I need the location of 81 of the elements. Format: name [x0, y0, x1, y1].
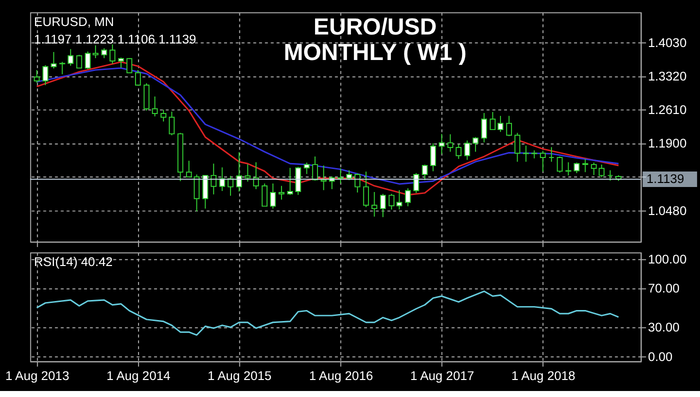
- candlestick: [118, 57, 124, 68]
- candlestick: [202, 174, 208, 210]
- ref-line-label: 1.1139: [646, 172, 684, 186]
- candlestick: [144, 82, 150, 112]
- line-series: [36, 290, 620, 336]
- x-tick-label: 1 Aug 2015: [208, 369, 272, 384]
- candlestick: [472, 136, 478, 152]
- candlestick: [304, 162, 310, 175]
- candlestick: [548, 146, 554, 162]
- candlestick: [68, 48, 74, 66]
- candlestick: [490, 112, 496, 131]
- candlestick: [430, 142, 436, 172]
- candlestick: [523, 145, 529, 162]
- candlestick: [244, 164, 251, 182]
- candlestick: [135, 69, 141, 86]
- candlestick: [498, 115, 504, 132]
- candlestick: [228, 175, 234, 196]
- annotation: 1.1197 1.1223 1.1106 1.1139: [34, 32, 196, 46]
- candlestick: [110, 44, 116, 64]
- candlestick: [253, 162, 259, 190]
- text: EURO/USD MONTHLY ( W1 ): [284, 14, 466, 65]
- x-tick-label: 1 Aug 2018: [511, 369, 576, 384]
- candlestick: [34, 69, 40, 84]
- candlestick: [194, 174, 200, 212]
- candlestick: [422, 164, 428, 181]
- candlestick: [236, 152, 242, 192]
- candlestick: [59, 61, 66, 75]
- candlestick: [607, 170, 614, 182]
- y-tick-label: 0.00: [648, 350, 673, 364]
- x-tick-label: 1 Aug 2016: [309, 369, 373, 384]
- candlestick: [287, 167, 294, 196]
- candlestick: [84, 51, 91, 70]
- y-tick-label: 1.3320: [648, 69, 687, 84]
- x-tick-label: 1 Aug 2013: [5, 369, 70, 384]
- candlestick: [42, 64, 48, 86]
- candlestick: [295, 166, 302, 196]
- candlestick: [506, 115, 512, 137]
- y-tick-label: 100.00: [648, 252, 687, 267]
- candlestick: [92, 44, 98, 59]
- candlestick: [556, 156, 563, 174]
- candlestick: [312, 156, 318, 182]
- candlestick: [262, 183, 268, 207]
- annotation: RSI(14) 40.42: [34, 254, 113, 269]
- y-tick-label: 1.2610: [648, 103, 687, 118]
- candlestick: [514, 132, 520, 162]
- candlestick: [354, 173, 360, 193]
- candlestick: [363, 171, 369, 208]
- candlestick: [574, 162, 580, 174]
- x-tick-label: 1 Aug 2014: [106, 369, 170, 384]
- candlestick: [447, 134, 454, 152]
- candlestick: [101, 48, 108, 59]
- y-tick-label: 1.0480: [648, 204, 687, 218]
- candlestick: [76, 54, 82, 70]
- candlestick: [388, 193, 394, 210]
- candlestick: [210, 163, 217, 195]
- candlestick: [50, 51, 57, 70]
- y-tick-label: 30.00: [648, 320, 680, 335]
- candlestick: [278, 185, 284, 200]
- candlestick: [582, 158, 588, 173]
- annotation: EURUSD, MN: [34, 14, 114, 29]
- y-tick-label: 1.4030: [648, 36, 687, 50]
- candlestick: [338, 168, 344, 184]
- candlestick: [152, 96, 158, 117]
- candlestick: [464, 140, 470, 160]
- candlestick: [404, 188, 411, 207]
- y-tick-label: 1.1900: [648, 136, 687, 151]
- candlestick: [438, 133, 445, 155]
- candlestick: [380, 193, 386, 218]
- candlestick: [186, 160, 192, 178]
- y-tick-label: 70.00: [648, 282, 680, 296]
- x-tick-label: 1 Aug 2017: [410, 369, 474, 384]
- candlestick: [270, 183, 276, 210]
- candlestick: [481, 112, 488, 143]
- candlestick: [456, 144, 462, 160]
- candlestick: [565, 162, 572, 176]
- candlestick: [126, 58, 132, 74]
- candlestick: [540, 150, 546, 172]
- candlestick: [396, 190, 402, 210]
- candlestick: [168, 111, 175, 136]
- candlestick: [371, 192, 378, 218]
- candlestick: [160, 109, 166, 122]
